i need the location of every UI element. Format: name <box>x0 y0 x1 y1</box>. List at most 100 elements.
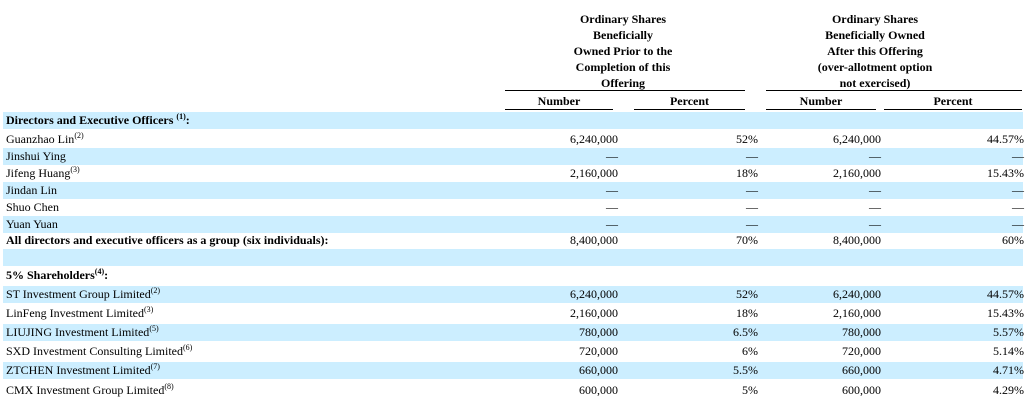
row-name: Jifeng Huang(3) <box>6 165 80 181</box>
prior-percent: 52% <box>736 132 758 146</box>
after-percent: 4.29% <box>993 383 1024 397</box>
after-percent: — <box>1012 200 1024 214</box>
col-number2-header: Number <box>766 93 876 110</box>
table-row: LinFeng Investment Limited(3) 2,160,000 … <box>3 305 1024 322</box>
after-number: 6,240,000 <box>833 132 881 146</box>
table-row: Yuan Yuan — — — — <box>3 216 1024 233</box>
after-header-line: not exercised) <box>839 76 911 90</box>
table-row: Jinshui Ying — — — — <box>3 148 1024 165</box>
after-number: 6,240,000 <box>833 287 881 301</box>
after-number: 2,160,000 <box>833 166 881 180</box>
table-row: ST Investment Group Limited(2) 6,240,000… <box>3 286 1024 303</box>
prior-number: 720,000 <box>579 344 618 358</box>
after-number: 2,160,000 <box>833 306 881 320</box>
col-percent-header: Percent <box>634 93 745 110</box>
row-name: Jinshui Ying <box>6 149 66 163</box>
after-number: 600,000 <box>842 383 881 397</box>
prior-header-line: Owned Prior to the <box>573 44 673 58</box>
prior-percent: 6% <box>742 344 758 358</box>
prior-number: 780,000 <box>579 325 618 339</box>
section-directors-row: Directors and Executive Officers (1): <box>3 112 1023 129</box>
prior-percent: 70% <box>736 233 758 247</box>
prior-number: 6,240,000 <box>570 287 618 301</box>
table-row: Jifeng Huang(3) 2,160,000 18% 2,160,000 … <box>3 165 1024 182</box>
prior-offering-header: Ordinary Shares Beneficially Owned Prior… <box>543 11 703 91</box>
spacer-row <box>3 249 1023 266</box>
table-row: Shuo Chen — — — — <box>3 199 1024 216</box>
table-row: Jindan Lin — — — — <box>3 182 1024 199</box>
row-name: ST Investment Group Limited(2) <box>6 286 161 302</box>
prior-number: — <box>606 217 618 231</box>
prior-header-rule <box>505 90 745 91</box>
after-number: 8,400,000 <box>833 233 881 247</box>
after-header-rule <box>766 90 1022 91</box>
prior-number: 6,240,000 <box>570 132 618 146</box>
after-percent: 60% <box>1002 233 1024 247</box>
row-name: All directors and executive officers as … <box>6 233 329 247</box>
after-percent: 5.14% <box>993 344 1024 358</box>
prior-number: 600,000 <box>579 383 618 397</box>
prior-percent: 5.5% <box>733 363 758 377</box>
row-name: Yuan Yuan <box>6 217 58 231</box>
row-name: SXD Investment Consulting Limited(6) <box>6 343 193 359</box>
row-name: CMX Investment Group Limited(8) <box>6 382 174 398</box>
after-number: — <box>869 183 881 197</box>
after-percent: 44.57% <box>987 287 1024 301</box>
table-row: LIUJING Investment Limited(5) 780,000 6.… <box>3 324 1024 341</box>
prior-number: 660,000 <box>579 363 618 377</box>
after-percent: 15.43% <box>987 166 1024 180</box>
prior-number: — <box>606 183 618 197</box>
prior-percent: 6.5% <box>733 325 758 339</box>
after-header-line: After this Offering <box>827 44 923 58</box>
after-header-line: (over-allotment option <box>817 60 933 74</box>
row-name: Jindan Lin <box>6 183 57 197</box>
prior-percent: 5% <box>742 383 758 397</box>
prior-number: — <box>606 149 618 163</box>
table-row: ZTCHEN Investment Limited(7) 660,000 5.5… <box>3 362 1024 379</box>
table-row: SXD Investment Consulting Limited(6) 720… <box>3 343 1024 360</box>
row-name: Guanzhao Lin(2) <box>6 131 84 147</box>
after-offering-header: Ordinary Shares Beneficially Owned After… <box>795 11 955 91</box>
prior-header-line: Offering <box>601 76 645 90</box>
after-percent: 44.57% <box>987 132 1024 146</box>
after-percent: 5.57% <box>993 325 1024 339</box>
col-percent2-header: Percent <box>884 93 1022 110</box>
prior-percent: — <box>746 200 758 214</box>
prior-number: 8,400,000 <box>570 233 618 247</box>
prior-percent: 18% <box>736 306 758 320</box>
after-percent: — <box>1012 149 1024 163</box>
prior-header-line: Completion of this <box>575 60 671 74</box>
prior-percent: — <box>746 149 758 163</box>
section-shareholders-row: 5% Shareholders(4): <box>3 267 1023 284</box>
col-number-header: Number <box>505 93 613 110</box>
prior-percent: — <box>746 217 758 231</box>
prior-number: — <box>606 200 618 214</box>
after-number: 660,000 <box>842 363 881 377</box>
section-directors-label: Directors and Executive Officers (1): <box>6 112 190 128</box>
prior-header-line: Beneficially <box>593 28 653 42</box>
after-percent: 15.43% <box>987 306 1024 320</box>
after-header-line: Beneficially Owned <box>825 28 925 42</box>
after-header-line: Ordinary Shares <box>831 12 919 26</box>
after-percent: — <box>1012 183 1024 197</box>
after-percent: 4.71% <box>993 363 1024 377</box>
after-number: 720,000 <box>842 344 881 358</box>
row-name: Shuo Chen <box>6 200 60 214</box>
table-row: Guanzhao Lin(2) 6,240,000 52% 6,240,000 … <box>3 131 1024 148</box>
after-number: — <box>869 149 881 163</box>
table-row: CMX Investment Group Limited(8) 600,000 … <box>3 382 1024 399</box>
after-number: 780,000 <box>842 325 881 339</box>
prior-percent: 18% <box>736 166 758 180</box>
prior-number: 2,160,000 <box>570 306 618 320</box>
after-number: — <box>869 217 881 231</box>
row-name: ZTCHEN Investment Limited(7) <box>6 362 160 378</box>
row-name: LinFeng Investment Limited(3) <box>6 305 154 321</box>
table-row-total: All directors and executive officers as … <box>3 232 1024 249</box>
section-shareholders-label: 5% Shareholders(4): <box>6 267 109 283</box>
after-percent: — <box>1012 217 1024 231</box>
prior-percent: 52% <box>736 287 758 301</box>
prior-number: 2,160,000 <box>570 166 618 180</box>
row-name: LIUJING Investment Limited(5) <box>6 324 159 340</box>
prior-percent: — <box>746 183 758 197</box>
after-number: — <box>869 200 881 214</box>
